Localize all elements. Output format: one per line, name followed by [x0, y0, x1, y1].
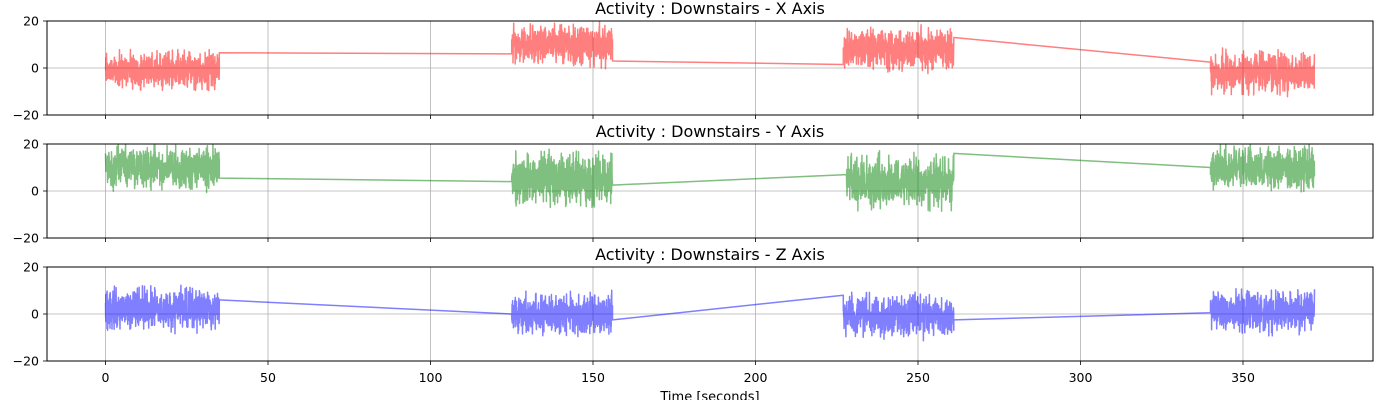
x-tick-label: 350: [1231, 370, 1255, 385]
chart-panel: −20 0 20 Activity : Downstairs - Y Axis: [13, 122, 1374, 246]
x-tick-label: 0: [102, 370, 110, 385]
x-tick-label: 50: [260, 370, 276, 385]
y-tick-label: −20: [13, 231, 39, 246]
series-line: [104, 284, 1316, 342]
y-tick-label: 0: [31, 61, 39, 76]
series-line: [104, 21, 1316, 98]
x-axis-label: Time [seconds]: [659, 390, 759, 400]
y-tick-label: 20: [23, 137, 39, 152]
x-tick-label: 300: [1069, 370, 1093, 385]
x-tick-label: 100: [419, 370, 443, 385]
chart-title: Activity : Downstairs - Z Axis: [595, 245, 825, 264]
series-line: [104, 144, 1316, 213]
chart-panel: −20 0 20 Activity : Downstairs - X Axis: [13, 0, 1374, 123]
x-tick-label: 150: [581, 370, 605, 385]
y-tick-label: 0: [31, 184, 39, 199]
chart-title: Activity : Downstairs - Y Axis: [596, 122, 825, 141]
chart-title: Activity : Downstairs - X Axis: [595, 0, 825, 18]
y-tick-label: −20: [13, 108, 39, 123]
y-tick-label: 20: [23, 260, 39, 275]
x-tick-label: 200: [744, 370, 768, 385]
x-tick-label: 250: [906, 370, 930, 385]
y-tick-label: −20: [13, 354, 39, 369]
y-tick-label: 20: [23, 14, 39, 29]
y-tick-label: 0: [31, 307, 39, 322]
